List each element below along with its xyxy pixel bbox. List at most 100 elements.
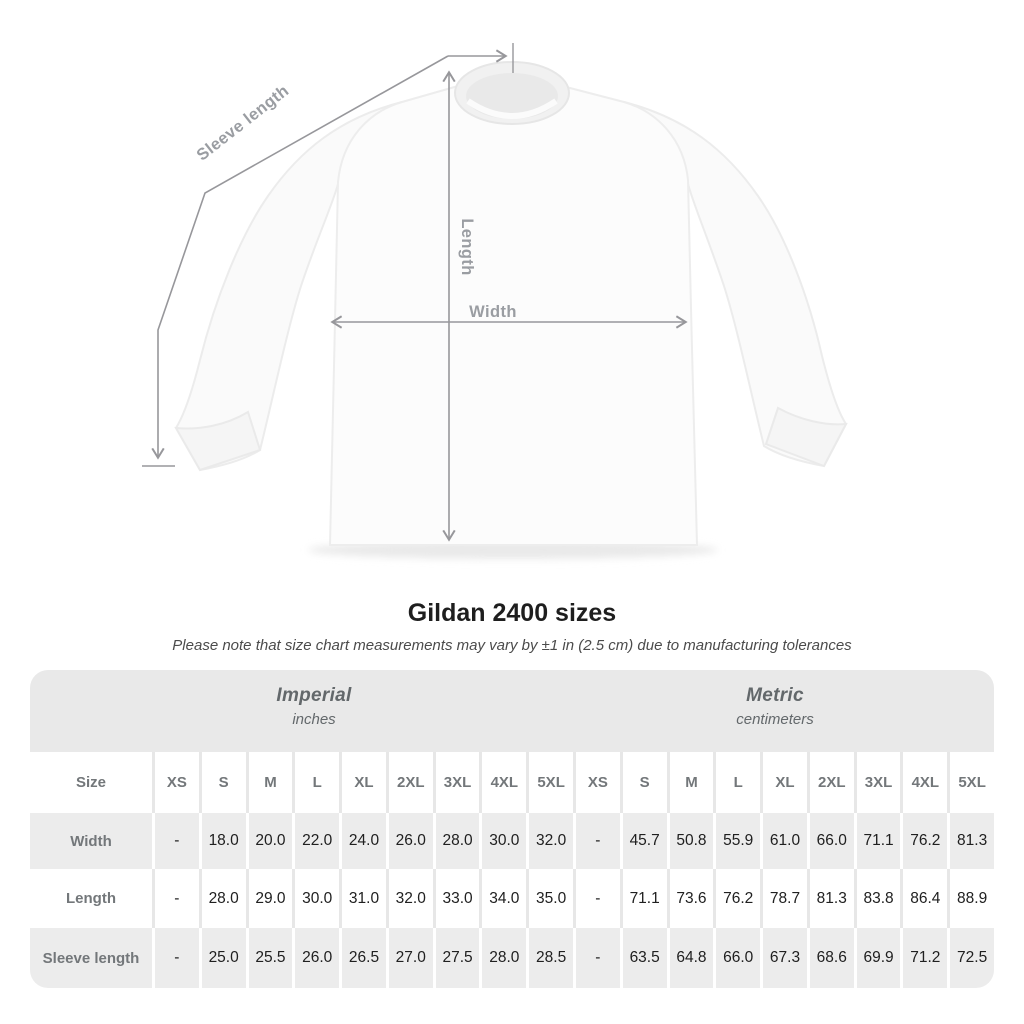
shirt-measurement-diagram: Sleeve length Length Width [142,43,848,559]
size-header-imperial-3xl: 3XL [432,752,480,813]
value-metric-cell: - [573,928,620,988]
size-header-metric-xl: XL [760,752,807,813]
size-header-metric-xs: XS [573,752,620,813]
value-metric-cell: 71.2 [900,928,947,988]
value-imperial-cell: 26.0 [292,928,339,988]
tolerance-note: Please note that size chart measurements… [172,637,852,654]
value-metric-cell: 63.5 [619,928,667,988]
width-measure: Width [330,303,688,329]
size-header-metric-3xl: 3XL [853,752,901,813]
metric-group-label: Metric [746,685,804,706]
size-header-imperial-l: L [292,752,339,813]
value-metric-cell: 86.4 [900,869,947,928]
value-metric-cell: 76.2 [713,869,760,928]
value-imperial-cell: 28.0 [432,813,480,869]
value-metric-cell: 81.3 [947,813,994,869]
value-imperial-cell: 32.0 [385,869,433,928]
value-imperial-cell: 20.0 [245,813,293,869]
value-metric-cell: 68.6 [806,928,854,988]
value-imperial-cell: - [152,813,199,869]
value-metric-cell: 64.8 [666,928,714,988]
length-label: Length [458,218,476,275]
value-imperial-cell: 32.0 [526,813,573,869]
size-header-metric-m: M [666,752,714,813]
measurement-row-length: Length -28.0 29.0 30.0 31.0 32.0 33.0 34.0 35.0-… [30,869,994,928]
value-imperial-cell: 27.0 [385,928,433,988]
value-metric-cell: 88.9 [947,869,994,928]
size-chart-table: Imperial inches Metric centimeters Size X… [30,670,994,988]
shirt-left-sleeve [174,101,403,472]
value-imperial-cell: 30.0 [479,813,526,869]
row-label: Width [70,832,112,850]
value-imperial-cell: 26.5 [339,928,386,988]
imperial-unit-label: inches [292,711,336,728]
value-metric-cell: 71.1 [853,813,901,869]
value-imperial-cell: - [152,869,199,928]
value-imperial-cell: 31.0 [339,869,386,928]
shirt-right-cuff [764,406,848,468]
size-header-imperial-2xl: 2XL [385,752,433,813]
size-header-row: Size XS S M L XL 2XL 3XL 4XL 5XL XS S M L XL 2XL 3XL 4XL 5… [30,752,994,813]
size-header-imperial-5xl: 5XL [526,752,573,813]
measurement-row-sleeve-length: Sleeve length -25.0 25.5 26.0 26.5 27.0 27.5 28… [30,928,994,988]
width-label: Width [469,303,517,321]
size-header-metric-4xl: 4XL [900,752,947,813]
value-metric-cell: 83.8 [853,869,901,928]
value-metric-cell: 69.9 [853,928,901,988]
imperial-group-label: Imperial [276,685,352,706]
unit-group-header-band: Imperial inches Metric centimeters [30,670,994,752]
length-measure: Length [442,70,476,542]
value-imperial-cell: 28.0 [198,869,246,928]
value-imperial-cell: 34.0 [479,869,526,928]
imperial-group-header: Imperial inches [276,685,351,728]
value-metric-cell: - [573,869,620,928]
value-imperial-cell: 28.5 [526,928,573,988]
size-column-header: Size [75,774,106,791]
value-imperial-cell: 30.0 [292,869,339,928]
shirt-collar-rib [466,98,558,119]
value-imperial-cell: 25.5 [245,928,293,988]
size-header-metric-l: L [713,752,760,813]
shirt-right-sleeve [623,101,848,468]
size-header-imperial-xs: XS [152,752,199,813]
page-title: Gildan 2400 sizes [407,599,617,627]
metric-unit-label: centimeters [736,711,814,728]
value-metric-cell: 73.6 [666,869,714,928]
value-imperial-cell: - [152,928,199,988]
value-metric-cell: 71.1 [619,869,667,928]
value-metric-cell: 61.0 [760,813,807,869]
row-label: Length [66,890,116,907]
size-header-imperial-4xl: 4XL [479,752,526,813]
value-metric-cell: 50.8 [666,813,714,869]
shirt-left-cuff [174,410,262,472]
value-imperial-cell: 33.0 [432,869,480,928]
size-header-imperial-m: M [245,752,293,813]
measurement-row-width: Width -18.0 20.0 22.0 24.0 26.0 28.0 30.0 32.0-4… [30,813,994,869]
value-metric-cell: 76.2 [900,813,947,869]
value-metric-cell: 66.0 [713,928,760,988]
value-imperial-cell: 24.0 [339,813,386,869]
metric-group-header: Metric centimeters [736,685,814,728]
shirt-collar-inner [466,73,558,119]
value-imperial-cell: 22.0 [292,813,339,869]
size-header-imperial-xl: XL [339,752,386,813]
value-imperial-cell: 25.0 [198,928,246,988]
size-header-metric-s: S [619,752,667,813]
row-label: Sleeve length [42,949,140,967]
value-metric-cell: 66.0 [806,813,854,869]
value-metric-cell: 81.3 [806,869,854,928]
value-metric-cell: 55.9 [713,813,760,869]
value-imperial-cell: 35.0 [526,869,573,928]
value-metric-cell: - [573,813,620,869]
value-metric-cell: 72.5 [947,928,994,988]
size-header-metric-2xl: 2XL [806,752,854,813]
size-header-metric-5xl: 5XL [947,752,994,813]
value-imperial-cell: 29.0 [245,869,293,928]
value-imperial-cell: 18.0 [198,813,246,869]
value-imperial-cell: 27.5 [432,928,480,988]
value-imperial-cell: 26.0 [385,813,433,869]
value-metric-cell: 67.3 [760,928,807,988]
value-imperial-cell: 28.0 [479,928,526,988]
size-header-imperial-s: S [198,752,246,813]
value-metric-cell: 78.7 [760,869,807,928]
